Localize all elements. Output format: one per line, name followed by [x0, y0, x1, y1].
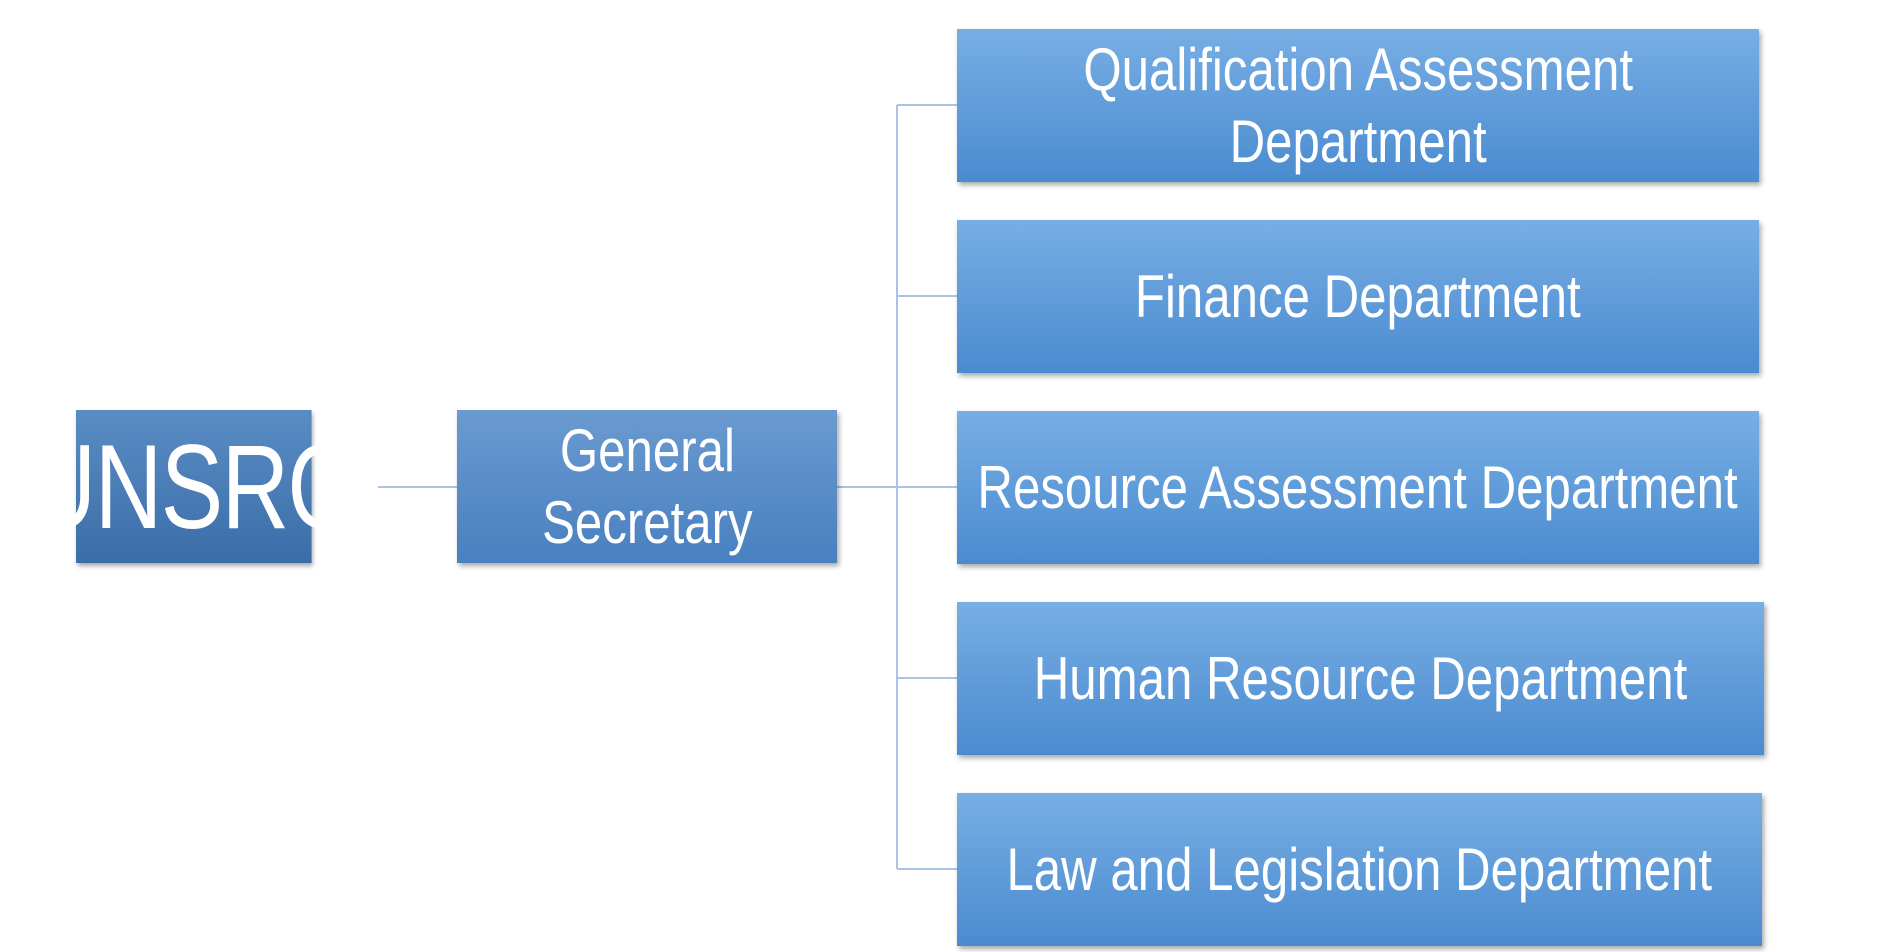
- finance-department-label: Finance Department: [1135, 262, 1581, 330]
- unsro-label: UNSRO: [28, 419, 361, 554]
- finance-department-node: Finance Department: [957, 220, 1759, 373]
- resource-assessment-department-label: Resource Assessment Department: [977, 453, 1739, 521]
- law-and-legislation-department-label: Law and Legislation Department: [1006, 835, 1713, 903]
- general-secretary-label-line1: General: [559, 416, 735, 484]
- general-secretary-label-line2: Secretary: [541, 488, 753, 556]
- unsro-node: UNSRO: [29, 410, 360, 563]
- human-resource-department-node: Human Resource Department: [957, 602, 1764, 755]
- qualification-assessment-label-line1: Qualification Assessment: [1083, 35, 1633, 103]
- law-and-legislation-department-node: Law and Legislation Department: [957, 793, 1762, 946]
- resource-assessment-department-node: Resource Assessment Department: [957, 411, 1759, 564]
- qualification-assessment-label-line2: Department: [1229, 107, 1487, 175]
- general-secretary-node: General Secretary: [457, 410, 837, 563]
- human-resource-department-label: Human Resource Department: [1033, 644, 1688, 712]
- qualification-assessment-department-node: Qualification Assessment Department: [957, 29, 1759, 182]
